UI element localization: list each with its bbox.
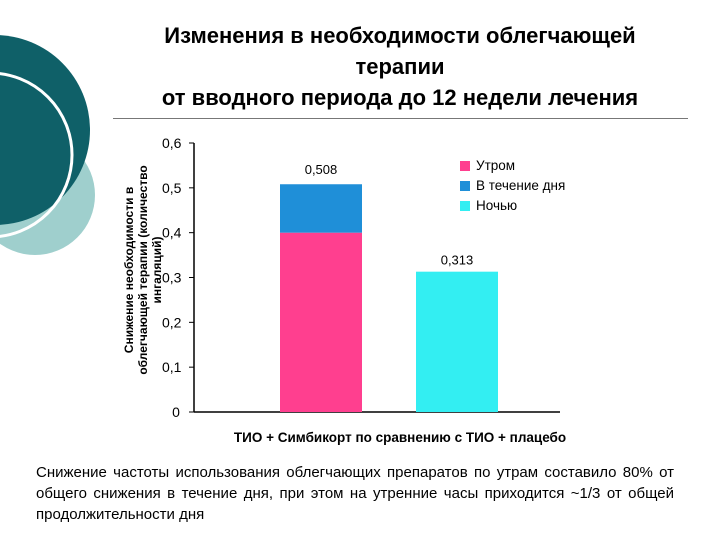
title-divider [113,118,688,119]
y-axis-title: Снижение необходимости воблегчающей тера… [122,165,164,374]
bar-segment [280,184,362,233]
slide-caption: Снижение частоты использования облегчающ… [36,464,674,523]
legend-swatch-night [460,201,470,211]
chart-legend: Утром В течение дня Ночью [460,156,565,216]
legend-label-morning: Утром [476,158,516,173]
y-tick-label: 0,4 [162,225,182,241]
legend-label-daytime: В течение дня [476,178,566,193]
y-axis-title-line: Снижение необходимости в [122,187,136,353]
y-tick-label: 0,1 [162,359,182,375]
title-line-1: Изменения в необходимости облегчающей [164,23,636,48]
y-tick-label: 0,3 [162,270,182,286]
bar-total-label: 0,508 [305,162,338,177]
y-axis-title-line: ингаляций) [150,236,164,303]
y-tick-label: 0,2 [162,314,182,330]
title-line-2: терапии [355,54,445,79]
x-axis-title: ТИО + Симбикорт по сравнению с ТИО + пла… [234,430,566,445]
y-tick-label: 0,6 [162,135,182,151]
bar-value-label: 0,313 [441,253,474,268]
legend-label-night: Ночью [476,198,518,213]
bar-segment [280,232,362,412]
bar-segment [416,271,498,412]
y-tick-label: 0 [172,404,180,420]
legend-item-morning: Утром [460,156,565,176]
y-tick-label: 0,5 [162,180,182,196]
legend-swatch-morning [460,161,470,171]
title-line-3: от вводного периода до 12 недели лечения [161,85,639,110]
legend-item-daytime: В течение дня [460,176,565,196]
legend-swatch-daytime [460,181,470,191]
legend-item-night: Ночью [460,196,565,216]
y-axis-title-line: облегчающей терапии (количество [136,165,150,374]
slide-title: Изменения в необходимости облегчающей те… [120,20,680,113]
white-ring-shape [0,72,74,238]
